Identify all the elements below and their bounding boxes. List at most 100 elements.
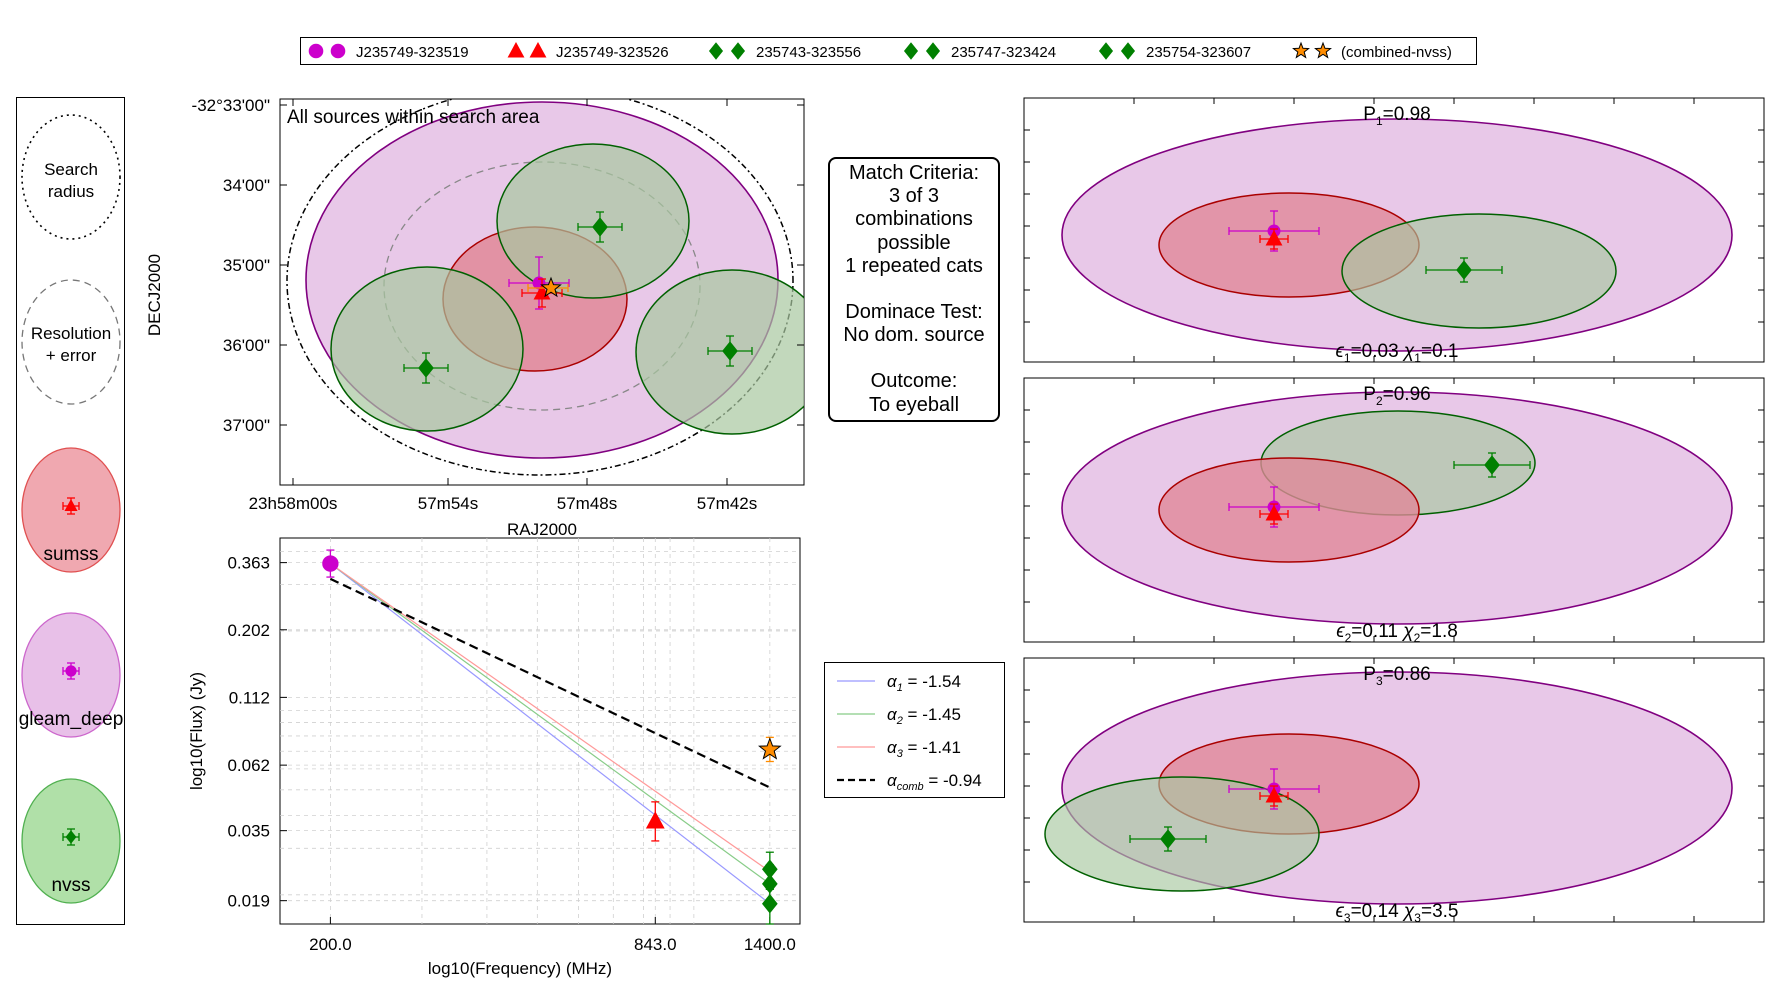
search-radius-label-2: radius bbox=[48, 182, 94, 201]
sed-fit-line-1 bbox=[330, 563, 771, 885]
combo-probability-1: P1=0.98 bbox=[1363, 104, 1430, 128]
combo-stats-2: ϵ2=0.11 χ2=1.8 bbox=[1336, 621, 1458, 645]
legend-marker-4-b bbox=[1120, 42, 1136, 60]
legend-label-4: 235754-323607 bbox=[1146, 44, 1251, 61]
sky-xtick-label-2: 57m48s bbox=[557, 494, 617, 513]
fit-legend-label-3: αcomb = -0.94 bbox=[887, 771, 982, 793]
sky-nvss-marker-2 bbox=[418, 358, 434, 378]
match-repeated: 1 repeated cats bbox=[845, 254, 983, 277]
sky-plot: All sources within search area 23h58m00s 5… bbox=[145, 96, 805, 539]
sky-nvss-ellipse-1 bbox=[496, 143, 690, 299]
legend-label-1: J235749-323526 bbox=[556, 44, 669, 61]
sky-xtick-label-1: 57m54s bbox=[418, 494, 478, 513]
legend-marker-5-a bbox=[1292, 41, 1310, 59]
sed-ylabel: log10(Flux) (Jy) bbox=[187, 672, 206, 790]
sed-fit-line-2 bbox=[330, 563, 771, 873]
sky-ylabel: DECJ2000 bbox=[145, 254, 164, 336]
sed-point-5 bbox=[758, 737, 782, 760]
combo-sumss-marker-2 bbox=[1265, 504, 1283, 521]
spacer bbox=[830, 347, 998, 370]
sky-search-radius bbox=[286, 99, 794, 476]
legend-marker-5-b bbox=[1314, 41, 1332, 59]
combo-panel-1: P1=0.98 ϵ1=0.03 χ1=0.1 bbox=[1023, 97, 1765, 365]
sed-xtick-label-0: 200.0 bbox=[309, 935, 352, 954]
resolution-ellipse bbox=[21, 279, 121, 405]
sky-ytick-label-2: 35'00" bbox=[223, 256, 270, 275]
top-legend-graphic: J235749-323519 J235749-323526 235743-32355… bbox=[308, 41, 1452, 61]
outcome-result: To eyeball bbox=[868, 393, 960, 416]
resolution-label-2: + error bbox=[46, 346, 97, 365]
legend-label-5: (combined-nvss) bbox=[1341, 44, 1452, 61]
fit-legend-label-0: α1 = -1.54 bbox=[887, 672, 961, 694]
sed-fit-line-3 bbox=[329, 577, 771, 789]
key-nvss-marker bbox=[65, 830, 77, 844]
key-sumss-marker bbox=[64, 498, 78, 511]
legend-marker-3-b bbox=[925, 42, 941, 60]
search-radius-label-1: Search bbox=[44, 160, 98, 179]
legend-marker-1-a bbox=[507, 41, 525, 58]
combo-panel-2: P2=0.96 ϵ2=0.11 χ2=1.8 bbox=[1023, 377, 1765, 645]
sky-nvss-marker-3 bbox=[722, 341, 738, 361]
sed-point-0 bbox=[322, 555, 339, 572]
match-possible: possible bbox=[877, 231, 951, 254]
sed-ytick-label-1: 0.035 bbox=[227, 822, 270, 841]
dominance-result: No dom. source bbox=[843, 324, 985, 347]
sed-xlabel: log10(Frequency) (MHz) bbox=[428, 959, 612, 978]
sky-annotation: All sources within search area bbox=[287, 107, 540, 128]
key-gleam_deep-label: gleam_deep bbox=[19, 709, 124, 730]
combo-sumss-marker-1 bbox=[1265, 229, 1283, 246]
legend-label-2: 235743-323556 bbox=[756, 44, 861, 61]
fit-legend-graphic: α1 = -1.54 α2 = -1.45 α3 = -1.41 αcomb = -0… bbox=[837, 672, 982, 793]
combo-probability-2: P2=0.96 bbox=[1363, 384, 1430, 408]
sky-xtick-label-3: 57m42s bbox=[697, 494, 757, 513]
sed-ytick-label-5: 0.363 bbox=[227, 554, 270, 573]
combo-panel-3: P3=0.86 ϵ3=0.14 χ3=3.5 bbox=[1023, 657, 1765, 925]
combo-nvss-ellipse-1 bbox=[1341, 213, 1617, 329]
legend-marker-4-a bbox=[1098, 42, 1114, 60]
sky-ytick-label-4: 37'00" bbox=[223, 416, 270, 435]
match-count: 3 of 3 bbox=[888, 185, 940, 208]
resolution-label-1: Resolution bbox=[31, 324, 111, 343]
key-gleam_deep-marker bbox=[65, 665, 77, 677]
combo-sumss-ellipse-2 bbox=[1158, 457, 1420, 563]
combo-stats-3: ϵ3=0.14 χ3=3.5 bbox=[1335, 901, 1458, 925]
sky-ytick-label-1: 34'00" bbox=[223, 176, 270, 195]
sed-grid bbox=[280, 538, 800, 924]
sed-xtick-label-1: 843.0 bbox=[634, 935, 677, 954]
top-legend: J235749-323519 J235749-323526 235743-32355… bbox=[300, 37, 1477, 65]
sed-fit-line-0 bbox=[330, 563, 771, 905]
outcome-title: Outcome: bbox=[870, 370, 958, 393]
sed-ytick-label-0: 0.019 bbox=[227, 892, 270, 911]
sed-xtick-label-2: 1400.0 bbox=[744, 935, 796, 954]
sed-plot: 200.0 843.0 1400.0 0.019 0.035 0.062 0.112 0.20… bbox=[187, 537, 801, 978]
sed-ytick-label-3: 0.112 bbox=[229, 688, 270, 707]
combo-nvss-marker-1 bbox=[1456, 260, 1472, 280]
match-criteria-title: Match Criteria: bbox=[848, 162, 980, 184]
sed-ytick-label-4: 0.202 bbox=[227, 621, 270, 640]
key-nvss-label: nvss bbox=[51, 875, 90, 896]
legend-marker-3-a bbox=[903, 42, 919, 60]
key-panel: Search radius Resolution + error sumss gleam_… bbox=[16, 97, 125, 925]
key-sumss-label: sumss bbox=[44, 544, 99, 565]
fit-legend-label-2: α3 = -1.41 bbox=[887, 738, 961, 760]
sed-point-1 bbox=[645, 811, 665, 829]
legend-label-3: 235747-323424 bbox=[951, 44, 1056, 61]
sky-ytick-label-3: 36'00" bbox=[223, 336, 270, 355]
sed-ytick-label-2: 0.062 bbox=[227, 756, 270, 775]
sky-nvss-ellipse-2 bbox=[330, 266, 524, 432]
sky-nvss-marker-1 bbox=[592, 217, 608, 237]
sky-nvss-ellipse-3 bbox=[635, 269, 804, 435]
combination-panels: P1=0.98 ϵ1=0.03 χ1=0.1 P2=0.96 ϵ2=0.11 χ2=1… bbox=[1023, 97, 1765, 925]
legend-marker-2-a bbox=[708, 42, 724, 60]
combo-stats-1: ϵ1=0.03 χ1=0.1 bbox=[1335, 341, 1458, 365]
sky-combined-marker bbox=[540, 276, 562, 298]
fit-legend: α1 = -1.54 α2 = -1.45 α3 = -1.41 αcomb = -0… bbox=[824, 662, 1005, 798]
match-criteria-box: Match Criteria: 3 of 3 combinations poss… bbox=[828, 157, 1000, 422]
combo-nvss-marker-3 bbox=[1160, 829, 1176, 849]
combo-nvss-marker-2 bbox=[1484, 455, 1500, 475]
sed-point-4 bbox=[762, 893, 778, 914]
combo-probability-3: P3=0.86 bbox=[1363, 664, 1430, 688]
sky-xlabel: RAJ2000 bbox=[507, 520, 577, 539]
sky-xtick-label-0: 23h58m00s bbox=[249, 494, 338, 513]
dominance-title: Dominace Test: bbox=[845, 301, 983, 324]
